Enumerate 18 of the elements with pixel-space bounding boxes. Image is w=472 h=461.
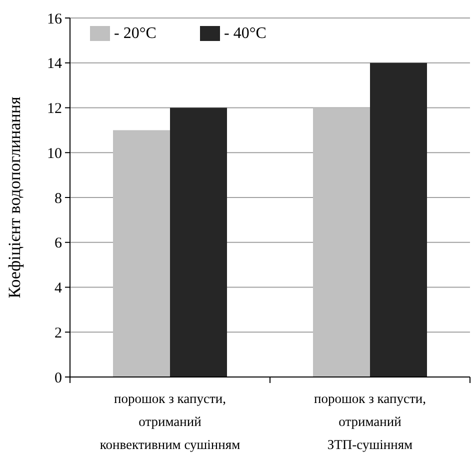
y-tick-label: 4: [54, 280, 62, 296]
y-tick-label: 6: [54, 236, 62, 252]
y-tick-label: 16: [47, 11, 62, 28]
y-tick-label: 0: [54, 370, 62, 386]
x-tick-label: порошок з капусти, отриманий конвективним сушінням: [100, 391, 241, 452]
y-tick-label: 12: [47, 101, 62, 117]
y-tick-label: 10: [47, 146, 62, 162]
y-tick-label: 8: [54, 190, 62, 207]
legend-label: - 20°C: [114, 25, 156, 42]
bar: [313, 108, 370, 377]
x-tick-label: порошок з капусти, отриманий ЗТП-сушінням: [314, 391, 426, 452]
y-tick-label: 2: [54, 325, 62, 342]
y-axis-title: Коефіцієнт водопоглинання: [5, 96, 24, 298]
bar: [170, 108, 227, 377]
bar: [370, 62, 427, 377]
bar: [113, 130, 170, 377]
legend-label: - 40°C: [224, 25, 266, 42]
y-tick-label: 14: [47, 56, 62, 72]
